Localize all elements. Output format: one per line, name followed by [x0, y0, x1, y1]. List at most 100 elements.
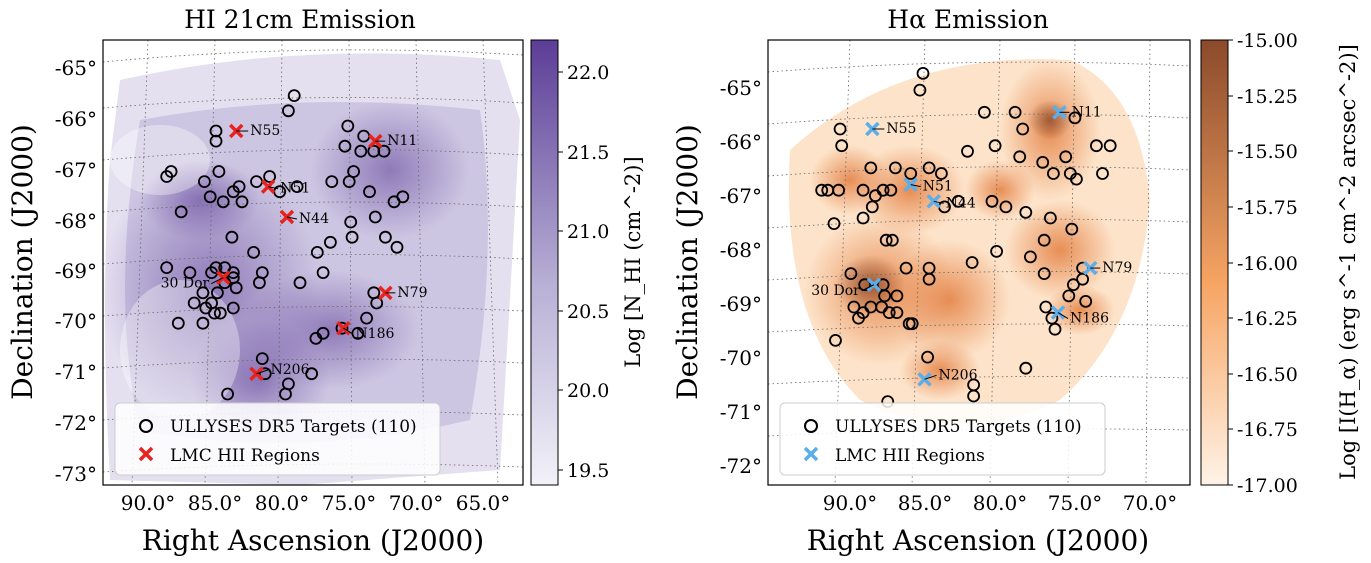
hi-target-marker: [247, 245, 261, 259]
hi-cbtick: 19.5: [567, 460, 609, 482]
ha-target-marker: [899, 261, 913, 275]
hi-xtick: 85.0°: [188, 491, 243, 515]
ha-target-marker: [990, 244, 1003, 258]
ha-colorbar-label: Log [I(H_α) (erg s^-1 cm^-2 arcsec^-2)]: [1336, 44, 1360, 480]
ha-target-marker: [922, 272, 936, 286]
hi-region-label: N44: [299, 211, 329, 227]
ha-target-marker: [1037, 267, 1051, 281]
hi-target-marker: [232, 180, 246, 194]
hi-legend-circle-marker: [139, 419, 153, 433]
hi-axes-frame: [102, 39, 524, 486]
ha-region-pointer: [1057, 312, 1069, 319]
hi-colorbar-label: Log [N_HI (cm^-2)]: [621, 156, 645, 367]
hi-target-marker: [344, 215, 358, 229]
ha-title: Hα Emission: [887, 5, 1048, 34]
ha-legend-circle-marker: [804, 419, 818, 433]
hi-region-pointer: [343, 327, 354, 335]
ha-target-marker: [1048, 322, 1062, 336]
hi-cbtick: 21.0: [567, 221, 609, 243]
hi-target-marker: [212, 165, 226, 178]
ha-target-marker: [1047, 167, 1060, 180]
hi-target-marker: [335, 321, 349, 335]
ha-ytick: -71°: [720, 400, 762, 424]
ha-region-label: N186: [1070, 311, 1109, 327]
ha-target-marker: [856, 211, 870, 225]
hi-ytick: -71°: [55, 360, 97, 384]
ha-target-marker: [856, 183, 870, 197]
hi-region-label: 30 Dor: [161, 276, 210, 292]
hi-target-marker: [305, 367, 319, 381]
ha-target-marker: [889, 161, 902, 175]
ha-target-marker: [885, 233, 899, 247]
ha-target-marker: [827, 217, 841, 231]
hi-target-marker: [171, 316, 185, 330]
ha-target-marker: [858, 278, 872, 292]
ha-region-label: N206: [939, 367, 978, 383]
ha-cbtick: -16.25: [1237, 308, 1298, 330]
ha-cbtick: -16.00: [1237, 253, 1298, 275]
ha-target-marker: [1096, 167, 1109, 180]
ha-target-marker: [1076, 272, 1089, 286]
hi-xtick: 70.0°: [389, 491, 444, 515]
ha-region-pointer: [861, 284, 875, 292]
hi-target-marker: [213, 306, 227, 320]
ha-target-marker: [829, 333, 842, 347]
hi-target-marker: [252, 276, 266, 290]
hi-target-marker: [378, 230, 392, 244]
hi-ytick: -66°: [55, 107, 97, 131]
ha-region-pointer: [910, 184, 921, 188]
hi-target-marker: [226, 271, 240, 285]
hi-region-label: N11: [387, 133, 417, 149]
hi-markers: [160, 89, 410, 401]
hi-target-marker: [216, 195, 230, 209]
hi-target-marker: [345, 230, 359, 244]
hi-target-marker: [290, 180, 304, 194]
hi-target-marker: [210, 286, 224, 300]
ha-target-marker: [832, 183, 845, 197]
ha-target-marker: [921, 350, 934, 364]
ha-ytick: -65°: [720, 76, 762, 100]
hi-cbtick: 20.5: [567, 301, 609, 323]
hi-target-marker: [235, 195, 249, 209]
hi-legend-x-marker: [138, 446, 154, 462]
ha-target-marker: [1019, 205, 1033, 219]
hi-target-marker: [279, 387, 292, 401]
hi-target-marker: [287, 89, 301, 102]
ha-target-marker: [835, 139, 849, 153]
ha-target-marker: [875, 300, 888, 314]
ha-target-marker: [865, 200, 879, 214]
ha-target-marker: [847, 300, 861, 314]
hi-target-marker: [338, 139, 352, 153]
hi-colorbar-ticks: [558, 71, 563, 471]
ha-ytick: -66°: [720, 130, 762, 154]
ha-target-marker: [815, 183, 829, 197]
ha-target-marker: [844, 267, 858, 281]
ha-target-marker: [922, 161, 936, 175]
hi-target-marker: [255, 352, 269, 366]
hi-region-pointer: [286, 216, 298, 220]
ha-region-label: N44: [946, 195, 976, 211]
hi-target-marker: [360, 311, 374, 325]
hi-colorbar: [530, 39, 559, 486]
hi-target-marker: [209, 134, 223, 148]
hi-ytick: -65°: [55, 56, 97, 80]
hi-x-ticks: 90.0° 85.0° 80.0° 75.0° 70.0° 65.0°: [121, 491, 511, 515]
hi-region-pointer: [210, 277, 224, 285]
ha-colorbar: [1200, 39, 1229, 486]
ha-target-marker: [1044, 211, 1057, 225]
ha-legend: ULLYSES DR5 Targets (110) LMC HII Region…: [779, 402, 1106, 476]
hi-xtick: 90.0°: [121, 491, 176, 515]
hi-target-marker: [225, 230, 239, 244]
ha-legend-x-marker: [803, 446, 819, 462]
ha-target-marker: [988, 139, 1002, 153]
ha-target-marker: [864, 161, 878, 175]
hi-target-marker: [209, 261, 223, 275]
hi-region-label: N206: [271, 362, 310, 378]
ha-target-marker: [1037, 233, 1051, 247]
hi-xtick: 65.0°: [456, 491, 511, 515]
hi-ytick: -70°: [55, 309, 97, 333]
ha-panel: Hα Emission: [671, 5, 1360, 557]
ha-xtick: 80.0°: [973, 491, 1028, 515]
